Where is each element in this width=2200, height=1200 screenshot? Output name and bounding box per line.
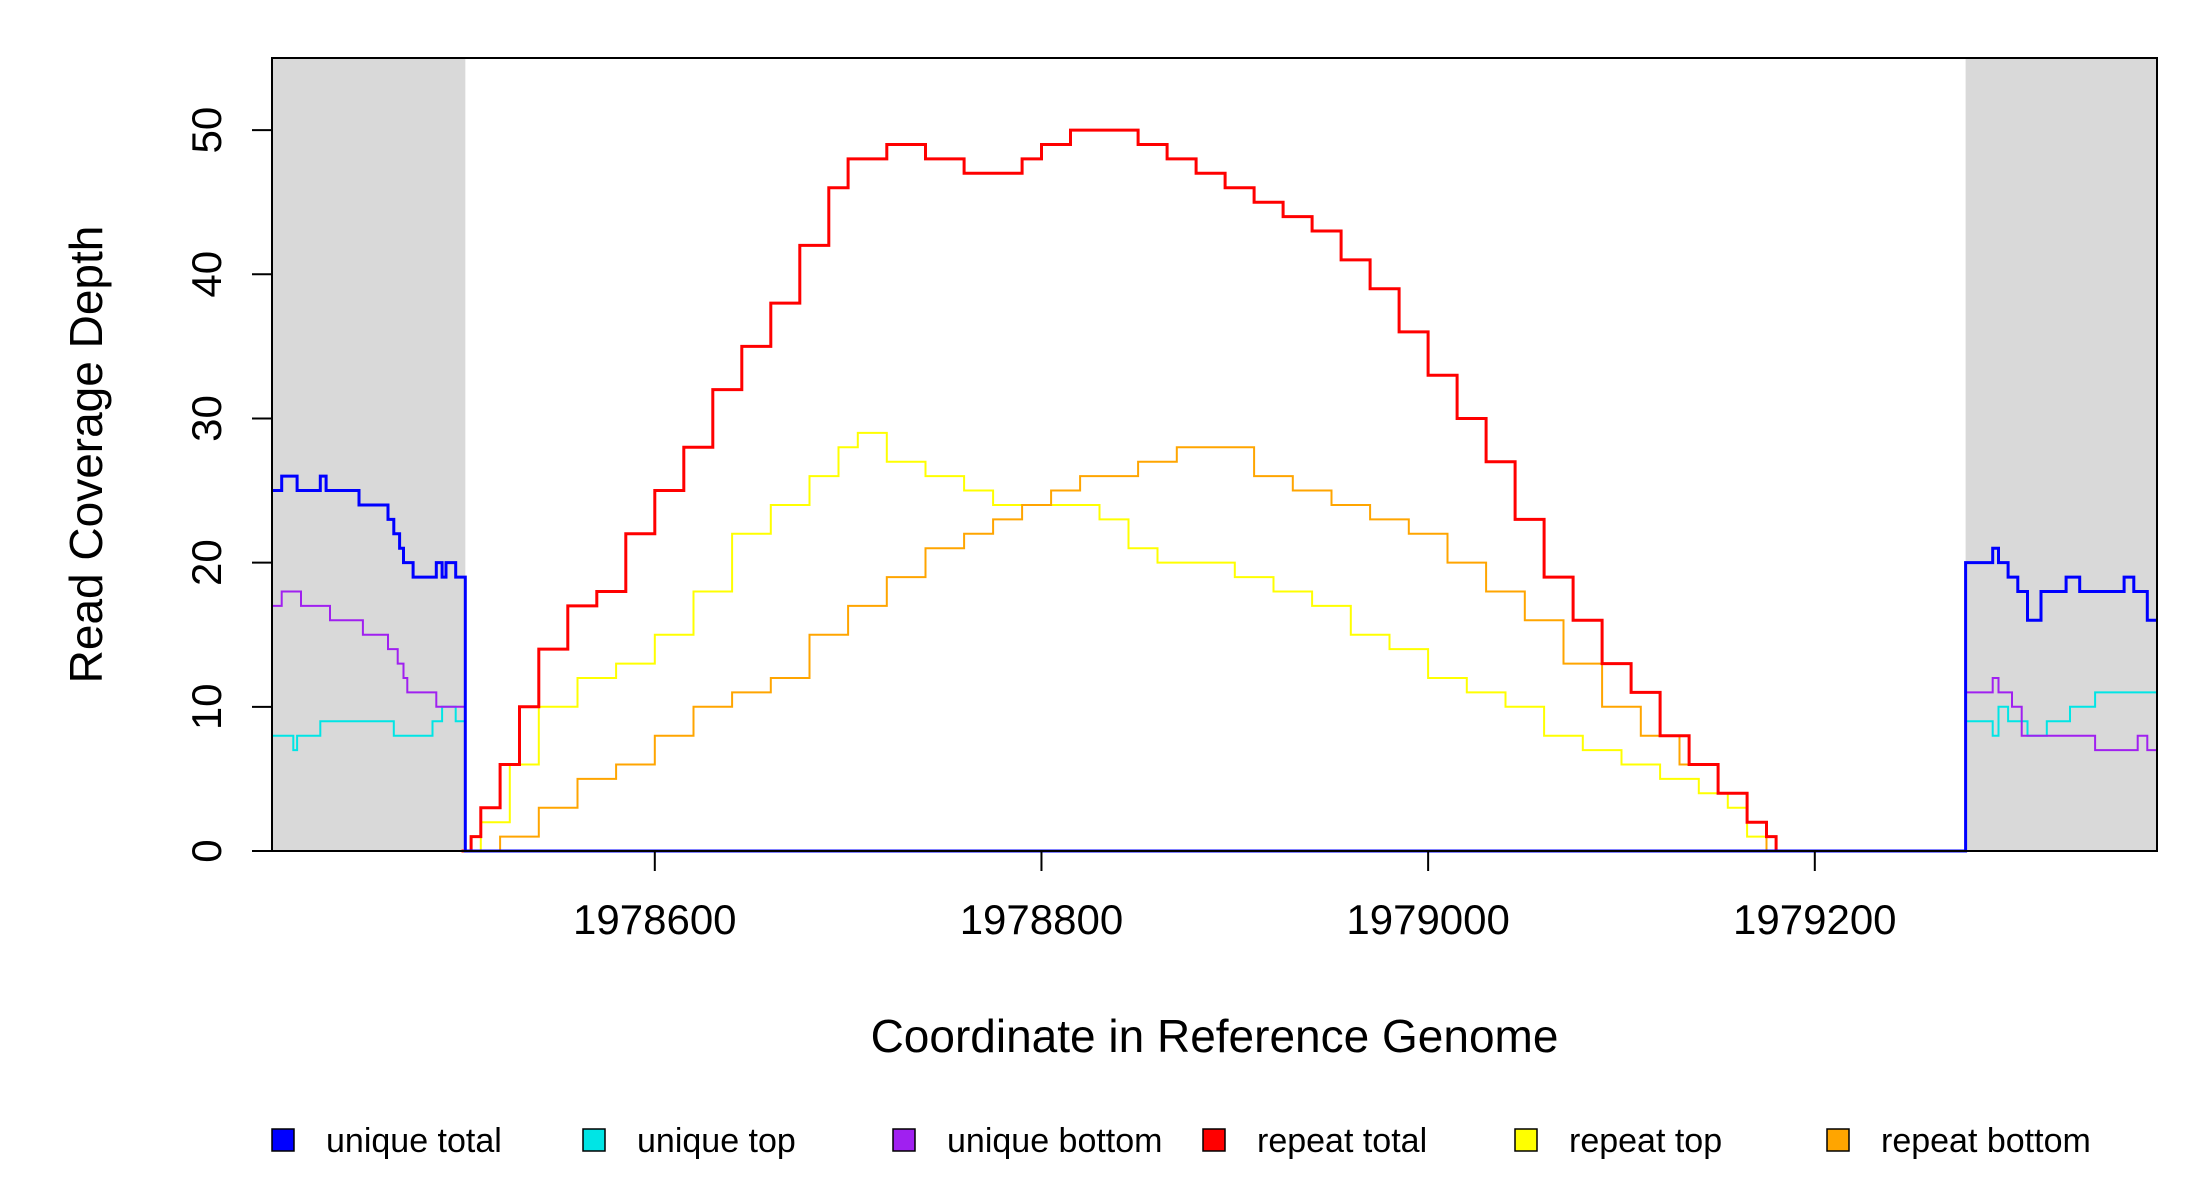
legend-swatch bbox=[1514, 1128, 1538, 1152]
series-line-repeat-top bbox=[461, 431, 1768, 852]
x-axis: 1978600 1978800 1979000 1979200 bbox=[573, 851, 1897, 943]
unique-region-shading bbox=[272, 58, 2157, 851]
legend-label: repeat top bbox=[1569, 1122, 1722, 1160]
y-axis: 0 10 20 30 40 50 bbox=[183, 107, 273, 863]
x-tick-label: 1978600 bbox=[573, 896, 737, 943]
legend: unique total unique top unique bottom repea… bbox=[271, 1122, 2091, 1160]
legend-label: unique total bbox=[326, 1122, 502, 1160]
series-line-repeat-bottom bbox=[461, 446, 1768, 852]
legend-swatch bbox=[1826, 1128, 1850, 1152]
x-tick-label: 1979000 bbox=[1346, 896, 1510, 943]
unique-region-0 bbox=[272, 58, 466, 851]
legend-label: repeat bottom bbox=[1881, 1122, 2091, 1160]
series-lines bbox=[272, 128, 2158, 853]
series-line-unique-bottom bbox=[272, 590, 2158, 852]
legend-swatch bbox=[271, 1128, 295, 1152]
series-line-unique-top bbox=[272, 691, 2157, 852]
x-tick-label: 1978800 bbox=[960, 896, 1124, 943]
x-axis-title: Coordinate in Reference Genome bbox=[871, 1010, 1559, 1062]
y-tick-label: 10 bbox=[183, 683, 230, 730]
y-tick-label: 20 bbox=[183, 539, 230, 586]
series-line-unique-total bbox=[272, 474, 2157, 853]
legend-label: repeat total bbox=[1257, 1122, 1427, 1160]
series-line-repeat-total bbox=[461, 128, 1778, 853]
y-axis-title: Read Coverage Depth bbox=[60, 226, 112, 684]
legend-swatch bbox=[582, 1128, 606, 1152]
plot-frame bbox=[271, 57, 2158, 852]
legend-swatch bbox=[1202, 1128, 1226, 1152]
y-tick-label: 30 bbox=[183, 395, 230, 442]
y-tick-label: 50 bbox=[183, 107, 230, 154]
unique-region-1 bbox=[1965, 58, 2157, 851]
x-tick-label: 1979200 bbox=[1733, 896, 1897, 943]
y-tick-label: 0 bbox=[183, 839, 230, 862]
legend-label: unique bottom bbox=[947, 1122, 1163, 1160]
legend-swatch bbox=[892, 1128, 916, 1152]
legend-label: unique top bbox=[637, 1122, 796, 1160]
y-tick-label: 40 bbox=[183, 251, 230, 298]
